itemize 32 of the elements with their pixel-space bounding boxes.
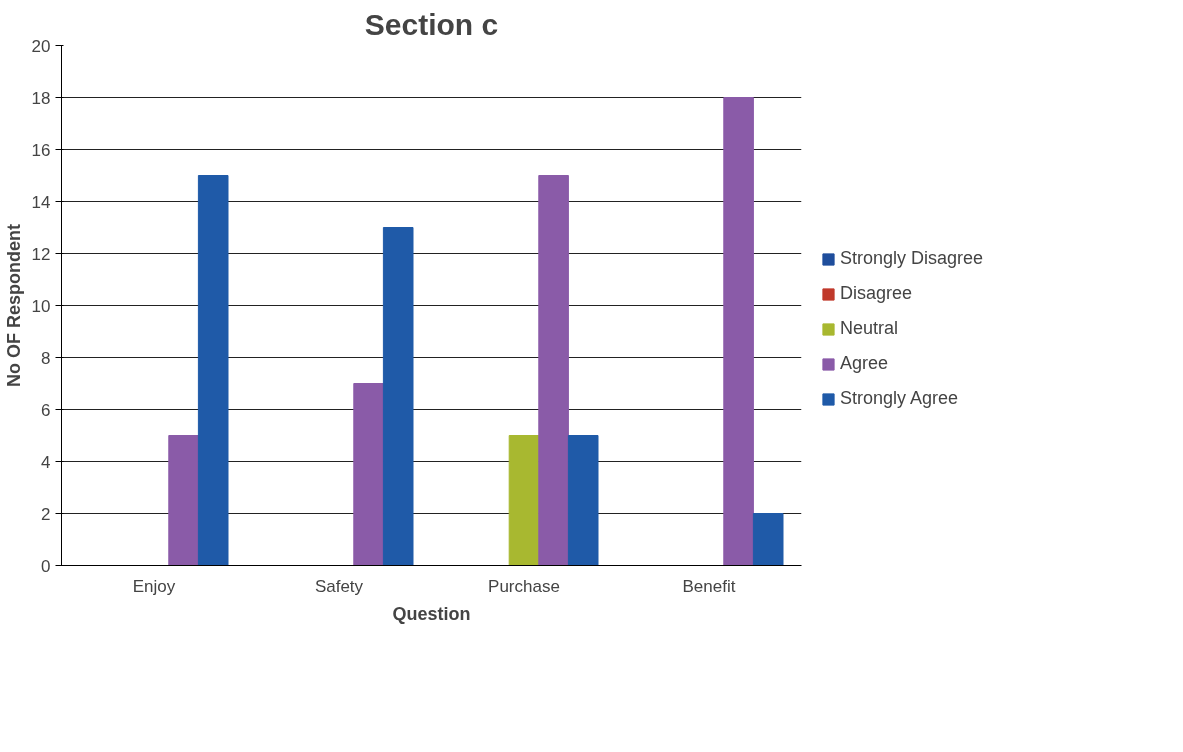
y-tick-label: 2	[41, 504, 51, 524]
bar	[168, 435, 199, 566]
y-tick-label: 6	[41, 400, 51, 420]
y-tick-label: 18	[31, 88, 51, 108]
bar	[723, 97, 754, 566]
x-tick-label: Purchase	[488, 576, 560, 596]
y-axis-title: No OF Respondent	[3, 224, 24, 387]
x-tick-label: Safety	[314, 576, 364, 596]
bar	[567, 435, 599, 566]
legend-label: Strongly Agree	[840, 388, 959, 409]
bar	[508, 435, 540, 566]
y-tick-label: 4	[41, 452, 51, 472]
legend-label: Neutral	[840, 318, 899, 339]
bar	[197, 175, 229, 566]
bar	[538, 175, 569, 566]
y-tick-label: 20	[31, 36, 51, 56]
x-axis-title: Question	[392, 603, 471, 624]
legend-label: Strongly Disagree	[840, 248, 984, 269]
legend-label: Agree	[840, 353, 889, 374]
bar	[353, 383, 384, 566]
x-tick-label: Benefit	[682, 576, 736, 596]
y-tick-label: 12	[31, 244, 51, 264]
legend-label: Disagree	[840, 283, 913, 304]
y-tick-label: 0	[41, 556, 51, 576]
y-tick-label: 16	[31, 140, 51, 160]
bar	[752, 513, 784, 566]
y-tick-label: 8	[41, 348, 51, 368]
chart-title: Section c	[364, 7, 499, 41]
x-tick-label: Enjoy	[132, 576, 176, 596]
bar	[382, 227, 414, 566]
y-tick-label: 14	[31, 192, 51, 212]
y-tick-label: 10	[31, 296, 51, 316]
